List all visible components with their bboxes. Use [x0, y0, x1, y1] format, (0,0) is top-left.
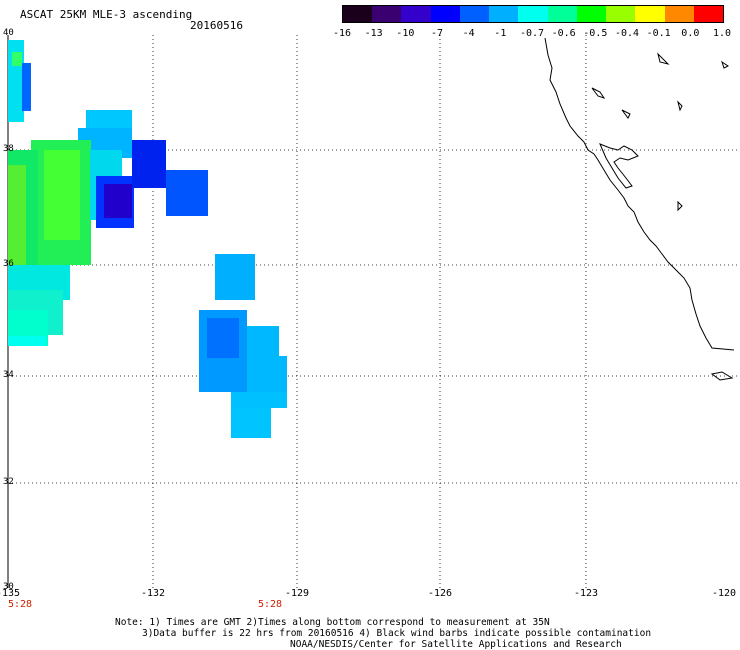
- coastline: [544, 37, 735, 381]
- map-title: ASCAT 25KM MLE-3 ascending: [20, 8, 193, 21]
- x-tick-120: -120: [712, 588, 737, 599]
- gridlines: [8, 35, 740, 588]
- colorbar-segment: [518, 6, 548, 22]
- y-tick-36: 36: [3, 259, 14, 269]
- colorbar-segment: [576, 6, 607, 22]
- note-line-1: Note: 1) Times are GMT 2)Times along bot…: [115, 617, 550, 628]
- colorbar-segment: [430, 6, 460, 22]
- y-tick-38: 38: [3, 144, 14, 154]
- x-tick-126: -126: [427, 588, 453, 599]
- colorbar-label: -0.4: [614, 28, 640, 39]
- x-tick-129: -129: [284, 588, 310, 599]
- data-swath-west: [8, 40, 166, 346]
- colorbar-segment: [401, 6, 431, 22]
- colorbar-label: -4: [462, 28, 475, 39]
- colorbar-label: -10: [396, 28, 415, 39]
- y-tick-30: 30: [3, 582, 14, 592]
- colorbar-label: -1: [494, 28, 507, 39]
- colorbar-label: -16: [332, 28, 352, 39]
- time-label-center: 5:28: [258, 599, 283, 610]
- y-tick-34: 34: [3, 370, 14, 380]
- x-tick-132: -132: [140, 588, 166, 599]
- colorbar-segment: [664, 6, 694, 22]
- colorbar-segment: [343, 6, 373, 22]
- map-date: 20160516: [190, 19, 243, 32]
- y-tick-40: 40: [3, 28, 14, 38]
- colorbar-label: 0.0: [681, 28, 700, 39]
- colorbar-segment: [372, 6, 402, 22]
- colorbar-segment: [547, 6, 577, 22]
- time-label-left: 5:28: [8, 599, 33, 610]
- colorbar-label: 1.0: [712, 28, 732, 39]
- colorbar: [342, 5, 724, 23]
- colorbar-segment: [693, 6, 724, 22]
- colorbar-segment: [489, 6, 519, 22]
- colorbar-label: -7: [430, 28, 444, 39]
- note-line-2: 3)Data buffer is 22 hrs from 20160516 4)…: [142, 628, 652, 639]
- note-line-3: NOAA/NESDIS/Center for Satellite Applica…: [290, 639, 622, 650]
- colorbar-label: -13: [364, 28, 383, 39]
- colorbar-segment: [459, 6, 490, 22]
- colorbar-label: -0.7: [519, 28, 545, 39]
- data-swath-central: [166, 170, 287, 438]
- colorbar-label: -0.5: [583, 28, 608, 39]
- colorbar-label: -0.1: [646, 28, 671, 39]
- colorbar-label: -0.6: [551, 28, 576, 39]
- x-tick-135: -135: [0, 588, 21, 599]
- colorbar-segment: [606, 6, 636, 22]
- x-tick-123: -123: [573, 588, 599, 599]
- y-tick-32: 32: [3, 477, 14, 487]
- colorbar-segment: [635, 6, 665, 22]
